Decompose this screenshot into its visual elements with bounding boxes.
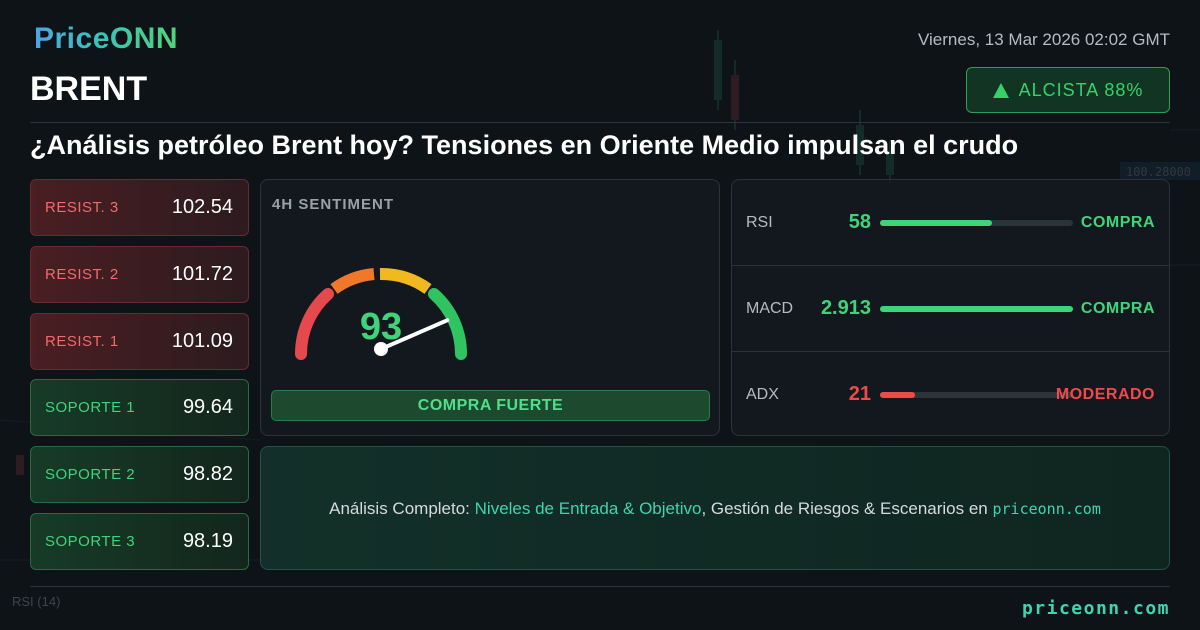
level-support-1: SOPORTE 1 99.64 — [30, 379, 249, 436]
sentiment-value: 93 — [359, 306, 403, 348]
level-value: 99.64 — [182, 396, 233, 418]
headline: ¿Análisis petróleo Brent hoy? Tensiones … — [30, 130, 1019, 160]
cta-middle: , Gestión de Riesgos & Escenarios en — [701, 499, 993, 518]
indicator-bar-fill — [880, 306, 1073, 312]
indicator-bar — [880, 220, 1073, 226]
cta-prefix: Análisis Completo: — [329, 499, 475, 518]
price-tag: 100.28000 — [1126, 165, 1191, 179]
indicator-bar-fill — [880, 392, 915, 398]
indicator-value: 2.913 — [820, 297, 871, 319]
logo[interactable]: PriceONN — [34, 22, 179, 55]
level-label: RESIST. 2 — [45, 266, 119, 283]
level-support-3: SOPORTE 3 98.19 — [30, 513, 249, 570]
level-resistance-2: RESIST. 2 101.72 — [30, 246, 249, 303]
sentiment-gauge — [294, 267, 468, 360]
gauge-arc-red — [294, 288, 334, 360]
indicator-row-adx: ADX 21 MODERADO — [732, 351, 1169, 436]
trend-badge: ALCISTA 88% — [966, 67, 1170, 113]
indicator-bar-fill — [880, 220, 992, 226]
level-resistance-3: RESIST. 3 102.54 — [30, 179, 249, 236]
indicator-signal: COMPRA — [1080, 300, 1155, 317]
gauge-arc-green — [428, 288, 468, 360]
indicator-signal: MODERADO — [1055, 386, 1155, 403]
gauge-hub — [374, 342, 388, 356]
indicator-signal: COMPRA — [1080, 214, 1155, 231]
indicator-name: ADX — [746, 386, 779, 403]
level-label: RESIST. 1 — [45, 333, 119, 350]
level-support-2: SOPORTE 2 98.82 — [30, 446, 249, 503]
level-label: SOPORTE 2 — [45, 466, 136, 483]
arrow-up-icon — [992, 82, 1009, 98]
indicator-value: 21 — [848, 383, 871, 405]
background-rsi-label: RSI (14) — [12, 594, 61, 609]
gauge-needle — [379, 318, 450, 351]
level-value: 101.72 — [171, 263, 233, 285]
level-resistance-1: RESIST. 1 101.09 — [30, 313, 249, 370]
sentiment-label: COMPRA FUERTE — [271, 390, 710, 421]
sentiment-panel: 4H SENTIMENT 93 COMPRA FUERTE — [260, 179, 720, 436]
indicator-value: 58 — [848, 211, 871, 233]
sentiment-title: 4H SENTIMENT — [272, 196, 395, 213]
cta-text: Análisis Completo: Niveles de Entrada & … — [261, 499, 1169, 519]
cta-site-link[interactable]: priceonn.com — [992, 500, 1101, 518]
indicator-name: MACD — [746, 300, 794, 317]
level-value: 102.54 — [171, 196, 233, 218]
level-label: SOPORTE 1 — [45, 399, 136, 416]
footer-site-link[interactable]: priceonn.com — [1021, 598, 1170, 619]
level-value: 101.09 — [171, 330, 233, 352]
symbol-title: BRENT — [30, 70, 148, 108]
indicators-panel: RSI 58 COMPRA MACD 2.913 COMPRA ADX 21 M… — [731, 179, 1170, 436]
level-value: 98.19 — [182, 530, 233, 552]
indicator-name: RSI — [746, 214, 773, 231]
indicator-bar — [880, 392, 1073, 398]
trend-label: ALCISTA 88% — [1018, 79, 1144, 100]
level-label: RESIST. 3 — [45, 199, 119, 216]
gauge-arc-orange — [330, 268, 375, 294]
divider — [30, 122, 1170, 123]
cta-banner[interactable]: Análisis Completo: Niveles de Entrada & … — [260, 446, 1170, 570]
gauge-arc-yellow — [379, 267, 432, 295]
footer-divider — [30, 586, 1170, 587]
cta-highlight: Niveles de Entrada & Objetivo — [474, 499, 702, 518]
level-value: 98.82 — [182, 463, 233, 485]
indicator-bar — [880, 306, 1073, 312]
level-label: SOPORTE 3 — [45, 533, 136, 550]
datetime: Viernes, 13 Mar 2026 02:02 GMT — [918, 30, 1170, 49]
indicator-row-rsi: RSI 58 COMPRA — [732, 180, 1169, 265]
indicator-row-macd: MACD 2.913 COMPRA — [732, 265, 1169, 350]
